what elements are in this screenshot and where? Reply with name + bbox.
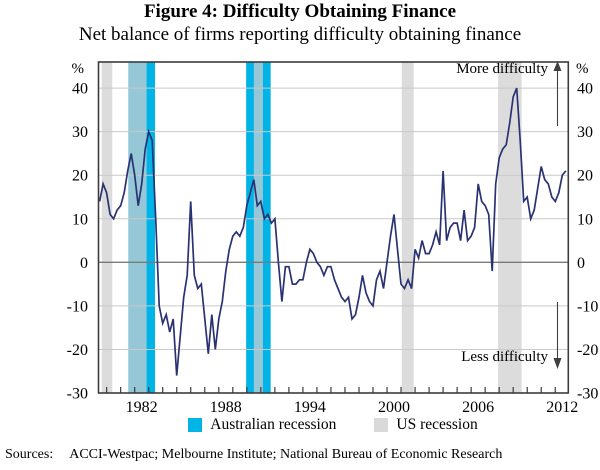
legend-label-us-recession: US recession [396, 416, 478, 433]
recession-band-us [101, 62, 113, 393]
legend: Australian recession US recession [98, 416, 568, 434]
y-axis-label-left: 0 [80, 255, 88, 272]
y-axis-unit-left: % [71, 61, 85, 77]
us-recession-swatch [374, 418, 389, 432]
sources-line: Sources: ACCI-Westpac; Melbourne Institut… [5, 447, 502, 463]
y-axis-label-right: -30 [577, 386, 598, 403]
recession-band-us [401, 62, 414, 393]
figure-subtitle: Net balance of firms reporting difficult… [78, 24, 522, 45]
y-axis-label-left: 10 [72, 211, 88, 228]
x-axis-label: 2000 [378, 399, 410, 416]
y-axis-label-right: 40 [577, 81, 593, 98]
y-axis-label-left: 20 [72, 168, 88, 185]
y-axis-label-right: 0 [577, 255, 585, 272]
more-difficulty-arrowhead [553, 61, 562, 71]
figure-title: Figure 4: Difficulty Obtaining Finance [143, 1, 457, 22]
x-axis-label: 2006 [462, 399, 494, 416]
recession-band-us [498, 62, 522, 393]
y-axis-label-left: 30 [72, 124, 88, 141]
annotation-less-difficulty: Less difficulty [461, 349, 548, 365]
y-axis-unit-right: % [576, 61, 589, 77]
y-axis-label-left: -10 [67, 298, 88, 315]
y-axis-label-right: -20 [577, 342, 598, 359]
annotation-more-difficulty: More difficulty [456, 61, 548, 77]
sources-label: Sources: [5, 447, 54, 462]
y-axis-label-right: 20 [577, 168, 593, 185]
y-axis-label-right: -10 [577, 298, 598, 315]
recession-band-us [128, 62, 147, 393]
y-axis-label-left: -30 [67, 386, 88, 403]
y-axis-label-right: 10 [577, 211, 593, 228]
less-difficulty-arrowhead [553, 358, 562, 369]
y-axis-label-right: 30 [577, 124, 593, 141]
legend-label-australian-recession: Australian recession [210, 416, 337, 433]
legend-item-us-recession: US recession [374, 416, 478, 434]
australian-recession-swatch [188, 418, 203, 432]
x-axis-label: 1994 [294, 399, 326, 416]
recession-band-us [253, 62, 263, 393]
plot-frame [97, 61, 570, 394]
sources-text: ACCI-Westpac; Melbourne Institute; Natio… [69, 447, 503, 462]
x-axis-label: 2012 [546, 399, 578, 416]
x-axis-label: 1982 [126, 399, 158, 416]
difficulty-series-line [98, 87, 567, 376]
y-axis-label-left: 40 [72, 81, 88, 98]
legend-item-australian-recession: Australian recession [188, 416, 336, 434]
y-axis-label-left: -20 [67, 342, 88, 359]
x-axis-label: 1988 [210, 399, 242, 416]
